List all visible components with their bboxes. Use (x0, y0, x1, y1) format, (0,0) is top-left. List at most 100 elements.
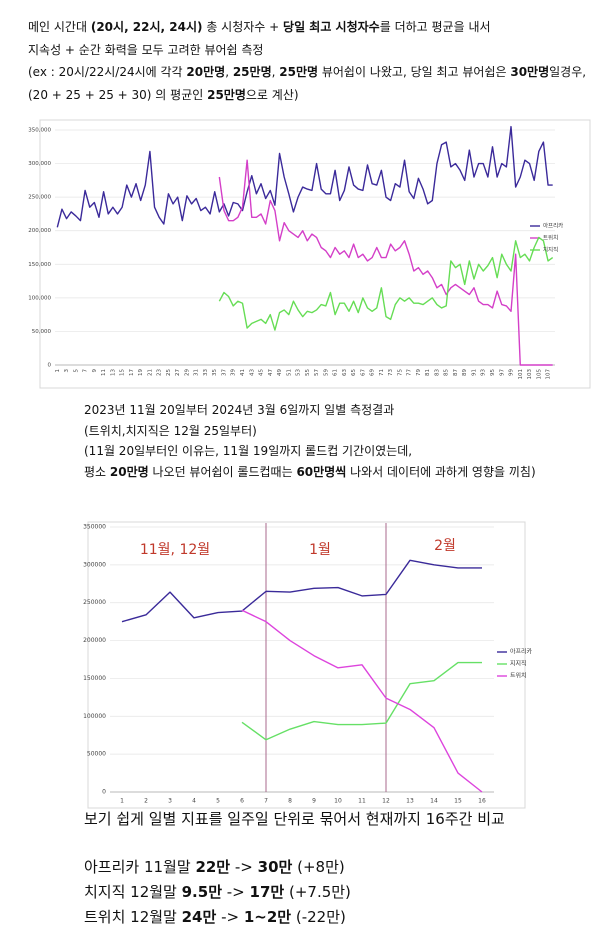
series-line (241, 609, 483, 793)
x-tick-label: 43 (249, 369, 255, 376)
text-line: 평소 20만명 나오던 뷰어쉽이 롤드컵때는 60만명씩 나와서 데이터에 과하… (84, 462, 536, 483)
x-tick-label: 5 (73, 369, 79, 373)
text: 메인 시간대 (28, 20, 91, 34)
text: 총 시청자수 + (202, 20, 284, 34)
y-tick-label: 0 (102, 789, 106, 796)
text: , (271, 65, 280, 79)
legend-label: 지지직 (510, 660, 527, 668)
bold-text: 25만명 (232, 65, 272, 79)
x-tick-label: 103 (527, 369, 533, 380)
y-tick-label: 100,000 (28, 295, 51, 301)
x-tick-label: 67 (360, 369, 366, 376)
x-tick-label: 9 (312, 798, 316, 805)
x-tick-label: 21 (147, 369, 153, 376)
x-tick-label: 14 (430, 798, 438, 805)
series-line (121, 559, 482, 623)
x-tick-label: 105 (536, 369, 542, 380)
weekly-note: 아프리카 11월말 22만 -> 30만 (+8만) 치지직 12월말 9.5만 … (84, 855, 351, 930)
x-tick-label: 75 (397, 369, 403, 376)
annotation: 11월, 12월 (140, 542, 210, 558)
text: (+8만) (292, 858, 345, 876)
text: 아프리카 11월말 (84, 858, 196, 876)
x-tick-label: 55 (305, 369, 311, 376)
x-tick-label: 37 (221, 369, 227, 376)
x-tick-label: 89 (462, 369, 468, 376)
bold-text: 25만명 (279, 65, 319, 79)
y-tick-label: 300000 (83, 561, 106, 568)
x-tick-label: 71 (379, 369, 385, 376)
x-tick-label: 51 (286, 369, 292, 376)
intro-text: 메인 시간대 (20시, 22시, 24시) 총 시청자수 + 당일 최고 시청… (28, 16, 586, 106)
text: 지속성 + 순간 화력을 모두 고려한 뷰어쉽 측정 (28, 42, 264, 57)
x-tick-label: 93 (481, 369, 487, 376)
text: 치지직 12월말 (84, 883, 182, 901)
x-tick-label: 49 (277, 369, 283, 376)
bold-text: 30만명 (510, 65, 550, 79)
x-tick-label: 45 (259, 369, 265, 376)
x-tick-label: 47 (268, 369, 274, 376)
x-tick-label: 95 (490, 369, 496, 376)
x-tick-label: 81 (425, 369, 431, 376)
text-line: (20 + 25 + 25 + 30) 의 평균인 25만명으로 계산) (28, 84, 586, 107)
x-tick-label: 57 (314, 369, 320, 376)
text: 를 더하고 평균을 내서 (379, 20, 491, 34)
text-line: 메인 시간대 (20시, 22시, 24시) 총 시청자수 + 당일 최고 시청… (28, 16, 586, 39)
x-tick-label: 6 (240, 798, 244, 805)
text: (11월 20일부터인 이유는, 11월 19일까지 롤드컵 기간이였는데, (84, 444, 413, 458)
text: (+7.5만) (284, 883, 351, 901)
x-tick-label: 13 (110, 369, 116, 376)
text-line: 지속성 + 순간 화력을 모두 고려한 뷰어쉽 측정 (28, 39, 586, 62)
series-line (241, 661, 482, 741)
bold-text: 22만 (195, 858, 231, 876)
legend-label: 아프리카 (543, 222, 563, 230)
text-line: (11월 20일부터인 이유는, 11월 19일까지 롤드컵 기간이였는데, (84, 441, 536, 462)
text: 나와서 데이터에 과하게 영향을 끼침) (346, 464, 536, 479)
x-tick-label: 97 (499, 369, 505, 376)
x-tick-label: 61 (333, 369, 339, 376)
weekly-heading: 보기 쉽게 일별 지표를 일주일 단위로 묶어서 현재까지 16주간 비교 (84, 808, 505, 830)
x-tick-label: 101 (518, 369, 524, 380)
x-tick-label: 39 (231, 369, 237, 376)
bold-text: 9.5만 (181, 883, 222, 901)
bold-text: 20만명 (109, 464, 149, 479)
text-line: 보기 쉽게 일별 지표를 일주일 단위로 묶어서 현재까지 16주간 비교 (84, 808, 505, 830)
y-tick-label: 50000 (87, 751, 106, 758)
series-line (56, 125, 553, 228)
text: 평소 (84, 464, 110, 479)
text: -> (230, 858, 258, 876)
series-line (218, 159, 553, 366)
x-tick-label: 59 (323, 369, 329, 376)
x-tick-label: 11 (101, 369, 107, 376)
y-tick-label: 50,000 (32, 329, 52, 335)
x-tick-label: 91 (471, 369, 477, 376)
text: 나오던 뷰어쉽이 롤드컵때는 (148, 464, 297, 479)
x-tick-label: 27 (175, 369, 181, 376)
text: 일경우, (549, 65, 587, 79)
x-tick-label: 23 (157, 369, 163, 376)
legend-label: 아프리카 (510, 648, 533, 656)
x-tick-label: 16 (478, 798, 486, 805)
y-tick-label: 300,000 (28, 161, 51, 167)
text-line: 2023년 11월 20일부터 2024년 3월 6일까지 일별 측정결과 (84, 400, 536, 421)
x-tick-label: 8 (288, 798, 292, 805)
text: 뷰어쉽이 나왔고, 당일 최고 뷰어쉽은 (318, 65, 511, 79)
chart-frame (87, 521, 526, 809)
bold-text: 1~2만 (243, 908, 292, 926)
text: (트위치,치지직은 12월 25일부터) (84, 423, 257, 438)
text: (ex : 20시/22시/24시에 각각 (28, 65, 187, 79)
text: 2023년 11월 20일부터 2024년 3월 6일까지 일별 측정결과 (84, 403, 395, 417)
x-tick-label: 83 (434, 369, 440, 376)
text-line: 트위치 12월말 24만 -> 1~2만 (-22만) (84, 905, 351, 930)
y-tick-label: 200,000 (28, 228, 51, 234)
series-line (218, 236, 554, 331)
y-tick-label: 150000 (83, 675, 106, 682)
text: 으로 계산) (245, 87, 299, 102)
bold-text: (20시, 22시, 24시) (90, 20, 203, 34)
x-tick-label: 15 (454, 798, 462, 805)
x-tick-label: 79 (416, 369, 422, 376)
bold-text: 60만명씩 (296, 464, 347, 479)
x-tick-label: 41 (240, 369, 246, 376)
x-tick-label: 5 (216, 798, 220, 805)
x-tick-label: 53 (296, 369, 302, 376)
